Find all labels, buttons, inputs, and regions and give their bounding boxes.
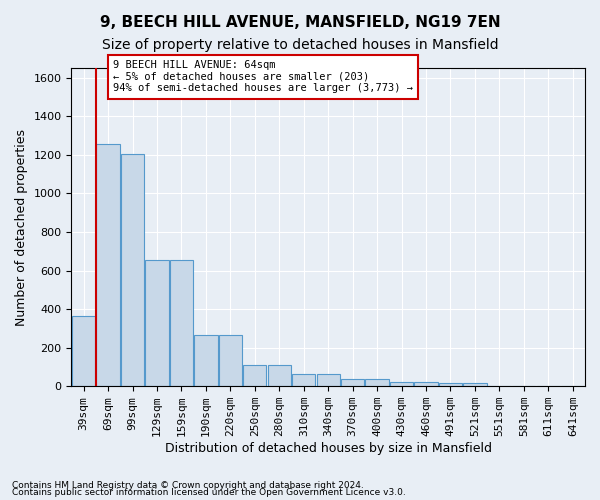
Bar: [317, 374, 340, 386]
Bar: [97, 144, 120, 386]
Bar: [439, 384, 462, 386]
Bar: [415, 382, 437, 386]
Text: Contains HM Land Registry data © Crown copyright and database right 2024.: Contains HM Land Registry data © Crown c…: [12, 480, 364, 490]
Bar: [365, 380, 389, 386]
Bar: [268, 365, 291, 386]
X-axis label: Distribution of detached houses by size in Mansfield: Distribution of detached houses by size …: [165, 442, 492, 455]
Bar: [463, 384, 487, 386]
Text: 9, BEECH HILL AVENUE, MANSFIELD, NG19 7EN: 9, BEECH HILL AVENUE, MANSFIELD, NG19 7E…: [100, 15, 500, 30]
Text: 9 BEECH HILL AVENUE: 64sqm
← 5% of detached houses are smaller (203)
94% of semi: 9 BEECH HILL AVENUE: 64sqm ← 5% of detac…: [113, 60, 413, 94]
Bar: [292, 374, 316, 386]
Bar: [145, 260, 169, 386]
Bar: [341, 380, 364, 386]
Bar: [72, 316, 95, 386]
Bar: [390, 382, 413, 386]
Text: Size of property relative to detached houses in Mansfield: Size of property relative to detached ho…: [101, 38, 499, 52]
Bar: [170, 260, 193, 386]
Bar: [219, 335, 242, 386]
Bar: [121, 154, 144, 386]
Text: Contains public sector information licensed under the Open Government Licence v3: Contains public sector information licen…: [12, 488, 406, 497]
Y-axis label: Number of detached properties: Number of detached properties: [15, 128, 28, 326]
Bar: [243, 365, 266, 386]
Bar: [194, 335, 218, 386]
